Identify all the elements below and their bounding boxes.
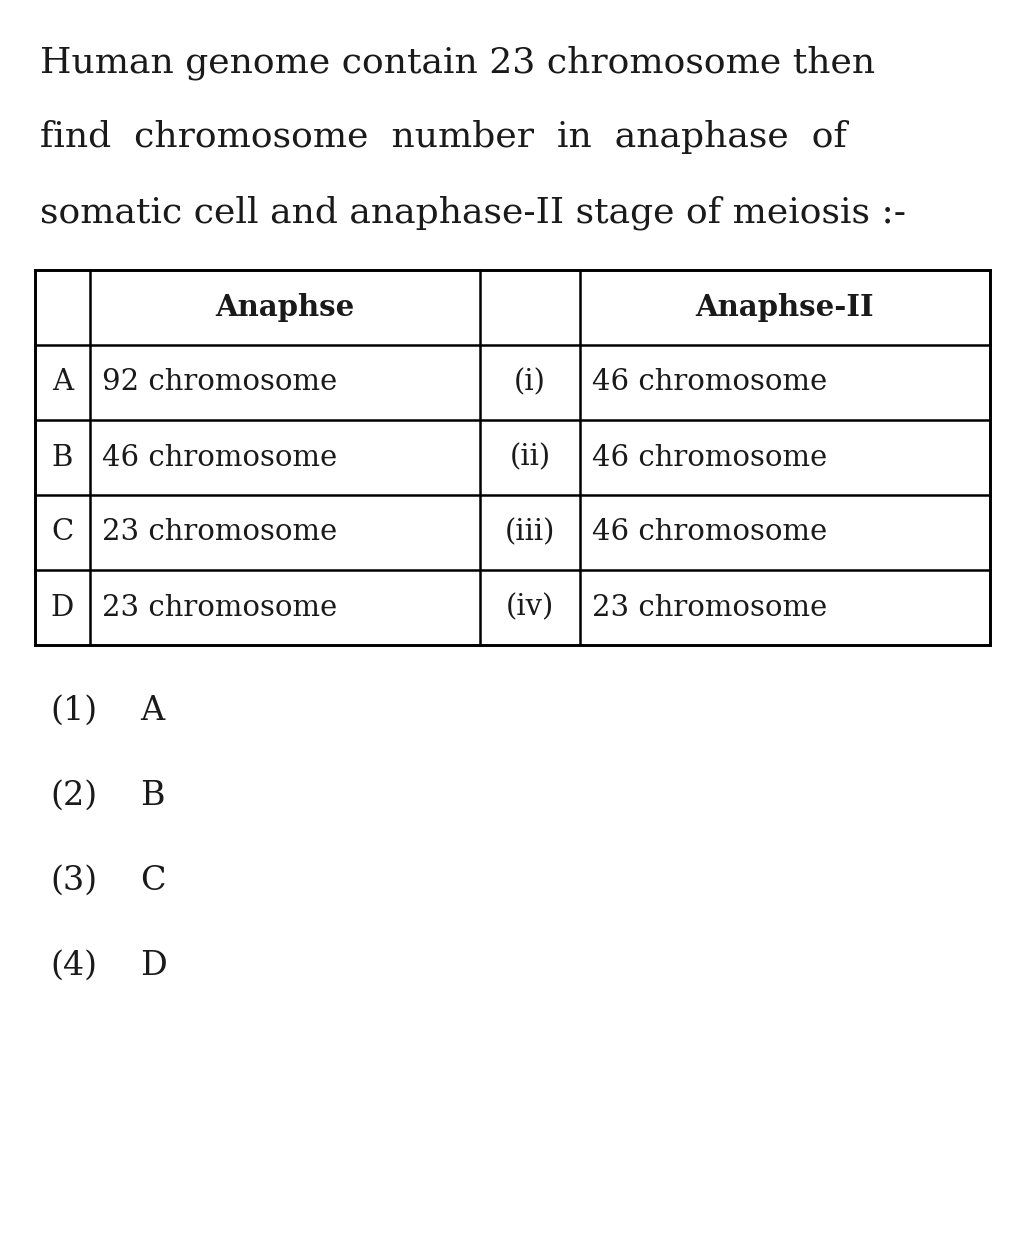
Text: (iii): (iii): [505, 518, 555, 546]
Text: B: B: [140, 780, 165, 812]
Text: (4): (4): [50, 950, 97, 982]
Text: D: D: [140, 950, 167, 982]
Text: Anaphse-II: Anaphse-II: [695, 293, 874, 322]
Text: somatic cell and anaphase-II stage of meiosis :-: somatic cell and anaphase-II stage of me…: [40, 195, 906, 230]
Bar: [35, 270, 990, 645]
Text: (ii): (ii): [509, 443, 551, 472]
Text: A: A: [52, 369, 73, 396]
Text: D: D: [51, 594, 74, 621]
Text: Anaphse: Anaphse: [215, 293, 354, 322]
Text: 46 chromosome: 46 chromosome: [102, 443, 337, 472]
Text: find  chromosome  number  in  anaphase  of: find chromosome number in anaphase of: [40, 120, 847, 154]
Text: 23 chromosome: 23 chromosome: [102, 594, 337, 621]
Text: C: C: [51, 518, 74, 546]
Text: 46 chromosome: 46 chromosome: [592, 443, 827, 472]
Text: C: C: [140, 864, 166, 897]
Text: 46 chromosome: 46 chromosome: [592, 518, 827, 546]
Text: 23 chromosome: 23 chromosome: [592, 594, 827, 621]
Text: (i): (i): [514, 369, 546, 396]
Text: (2): (2): [50, 780, 97, 812]
Text: 92 chromosome: 92 chromosome: [102, 369, 337, 396]
Text: Human genome contain 23 chromosome then: Human genome contain 23 chromosome then: [40, 45, 876, 79]
Text: (1): (1): [50, 696, 97, 727]
Text: 23 chromosome: 23 chromosome: [102, 518, 337, 546]
Text: B: B: [52, 443, 73, 472]
Text: (iv): (iv): [506, 594, 554, 621]
Text: 46 chromosome: 46 chromosome: [592, 369, 827, 396]
Text: A: A: [140, 696, 164, 727]
Text: (3): (3): [50, 864, 97, 897]
